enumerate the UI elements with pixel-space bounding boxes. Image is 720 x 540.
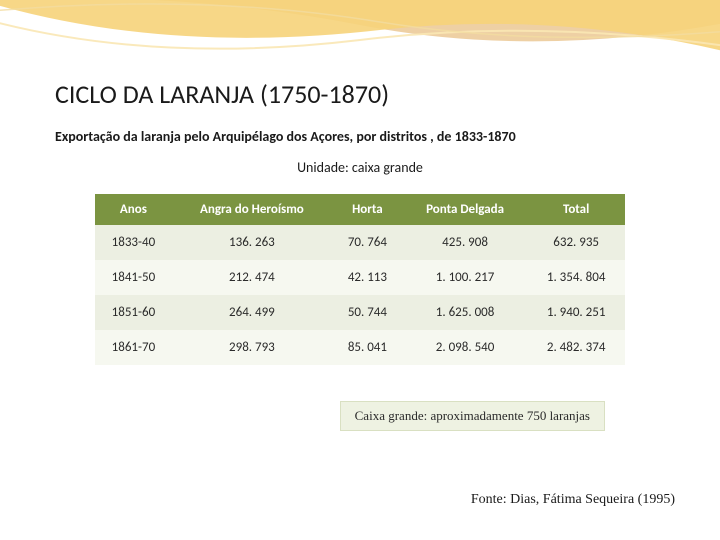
data-table: Anos Angra do Heroísmo Horta Ponta Delga… — [95, 194, 625, 365]
source-line: Fonte: Dias, Fátima Sequeira (1995) — [471, 492, 675, 508]
table-cell: 298. 793 — [172, 330, 332, 365]
table-header-cell: Angra do Heroísmo — [172, 194, 332, 225]
note-box: Caixa grande: aproximadamente 750 laranj… — [340, 401, 605, 431]
table-cell: 212. 474 — [172, 260, 332, 295]
table-cell: 1. 354. 804 — [527, 260, 625, 295]
table-cell: 42. 113 — [332, 260, 403, 295]
data-table-wrapper: Anos Angra do Heroísmo Horta Ponta Delga… — [55, 194, 665, 365]
table-cell: 1. 625. 008 — [403, 295, 528, 330]
table-cell: 632. 935 — [527, 225, 625, 260]
table-cell: 1. 940. 251 — [527, 295, 625, 330]
table-header-cell: Total — [527, 194, 625, 225]
table-row: 1833-40 136. 263 70. 764 425. 908 632. 9… — [95, 225, 625, 260]
table-cell: 2. 482. 374 — [527, 330, 625, 365]
table-cell: 1851-60 — [95, 295, 172, 330]
slide-title: CICLO DA LARANJA (1750-1870) — [55, 78, 665, 110]
table-row: 1861-70 298. 793 85. 041 2. 098. 540 2. … — [95, 330, 625, 365]
table-cell: 1861-70 — [95, 330, 172, 365]
table-cell: 2. 098. 540 — [403, 330, 528, 365]
slide-subtitle: Exportação da laranja pelo Arquipélago d… — [55, 128, 665, 145]
table-row: 1841-50 212. 474 42. 113 1. 100. 217 1. … — [95, 260, 625, 295]
unit-label: Unidade: caixa grande — [55, 159, 665, 176]
table-cell: 1. 100. 217 — [403, 260, 528, 295]
table-cell: 85. 041 — [332, 330, 403, 365]
slide-content: CICLO DA LARANJA (1750-1870) Exportação … — [0, 0, 720, 461]
table-cell: 264. 499 — [172, 295, 332, 330]
table-cell: 425. 908 — [403, 225, 528, 260]
table-header-cell: Horta — [332, 194, 403, 225]
table-header-row: Anos Angra do Heroísmo Horta Ponta Delga… — [95, 194, 625, 225]
table-row: 1851-60 264. 499 50. 744 1. 625. 008 1. … — [95, 295, 625, 330]
table-cell: 136. 263 — [172, 225, 332, 260]
table-cell: 1841-50 — [95, 260, 172, 295]
table-cell: 70. 764 — [332, 225, 403, 260]
table-header-cell: Ponta Delgada — [403, 194, 528, 225]
table-cell: 50. 744 — [332, 295, 403, 330]
table-header-cell: Anos — [95, 194, 172, 225]
table-cell: 1833-40 — [95, 225, 172, 260]
